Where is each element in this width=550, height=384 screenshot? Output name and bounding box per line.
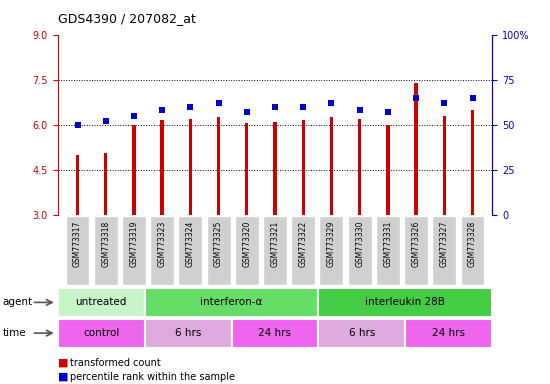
Text: GSM773328: GSM773328 — [468, 221, 477, 267]
Point — [440, 100, 449, 106]
Text: GSM773323: GSM773323 — [158, 221, 167, 267]
Text: 6 hrs: 6 hrs — [349, 328, 375, 338]
Text: GSM773319: GSM773319 — [129, 221, 139, 267]
FancyBboxPatch shape — [94, 217, 118, 285]
Bar — [145, 319, 232, 348]
Text: 24 hrs: 24 hrs — [258, 328, 292, 338]
FancyBboxPatch shape — [320, 217, 343, 285]
FancyBboxPatch shape — [207, 217, 230, 285]
Text: untreated: untreated — [75, 297, 127, 308]
Point — [383, 109, 392, 115]
FancyBboxPatch shape — [150, 217, 174, 285]
Point — [158, 107, 167, 113]
Text: ■: ■ — [58, 358, 68, 368]
Text: interferon-α: interferon-α — [200, 297, 263, 308]
Point — [299, 104, 307, 110]
Text: GSM773330: GSM773330 — [355, 221, 364, 267]
FancyBboxPatch shape — [65, 217, 90, 285]
FancyBboxPatch shape — [235, 217, 259, 285]
Text: GSM773331: GSM773331 — [383, 221, 392, 267]
Bar — [76, 155, 79, 215]
FancyBboxPatch shape — [122, 217, 146, 285]
Point — [130, 113, 139, 119]
Text: GSM773325: GSM773325 — [214, 221, 223, 267]
FancyBboxPatch shape — [404, 217, 428, 285]
Bar — [58, 319, 145, 348]
Bar — [232, 319, 318, 348]
Text: GSM773320: GSM773320 — [243, 221, 251, 267]
Bar — [386, 125, 389, 215]
Bar — [358, 119, 361, 215]
FancyBboxPatch shape — [460, 217, 485, 285]
Text: control: control — [83, 328, 119, 338]
Text: GSM773321: GSM773321 — [271, 221, 279, 267]
Bar — [405, 319, 492, 348]
Bar — [58, 288, 145, 317]
Text: GDS4390 / 207082_at: GDS4390 / 207082_at — [58, 12, 196, 25]
Bar — [217, 117, 220, 215]
FancyBboxPatch shape — [348, 217, 372, 285]
Point — [468, 95, 477, 101]
Bar — [471, 110, 474, 215]
FancyBboxPatch shape — [178, 217, 202, 285]
Bar — [104, 153, 107, 215]
Point — [73, 122, 82, 128]
Text: time: time — [3, 328, 26, 338]
Point — [243, 109, 251, 115]
Text: transformed count: transformed count — [70, 358, 161, 368]
Point — [101, 118, 110, 124]
Bar — [161, 120, 164, 215]
Text: GSM773322: GSM773322 — [299, 221, 307, 267]
Text: 6 hrs: 6 hrs — [175, 328, 201, 338]
Text: agent: agent — [3, 297, 33, 308]
Point — [186, 104, 195, 110]
Text: GSM773329: GSM773329 — [327, 221, 336, 267]
FancyBboxPatch shape — [376, 217, 400, 285]
Bar — [414, 83, 418, 215]
Bar — [132, 125, 136, 215]
FancyBboxPatch shape — [291, 217, 315, 285]
Text: ■: ■ — [58, 372, 68, 382]
Text: GSM773317: GSM773317 — [73, 221, 82, 267]
Text: GSM773326: GSM773326 — [411, 221, 421, 267]
Text: 24 hrs: 24 hrs — [432, 328, 465, 338]
Point — [327, 100, 336, 106]
Text: GSM773327: GSM773327 — [440, 221, 449, 267]
Point — [271, 104, 279, 110]
Bar — [273, 122, 277, 215]
Point — [411, 95, 420, 101]
Bar — [245, 123, 249, 215]
Bar — [318, 319, 405, 348]
Point — [355, 107, 364, 113]
Text: GSM773324: GSM773324 — [186, 221, 195, 267]
Bar — [145, 288, 318, 317]
Text: GSM773318: GSM773318 — [101, 221, 110, 267]
Bar — [301, 120, 305, 215]
Text: interleukin 28B: interleukin 28B — [365, 297, 446, 308]
FancyBboxPatch shape — [432, 217, 456, 285]
Point — [214, 100, 223, 106]
FancyBboxPatch shape — [263, 217, 287, 285]
Text: percentile rank within the sample: percentile rank within the sample — [70, 372, 235, 382]
Bar — [443, 116, 446, 215]
Bar — [189, 119, 192, 215]
Bar — [318, 288, 492, 317]
Bar — [330, 117, 333, 215]
